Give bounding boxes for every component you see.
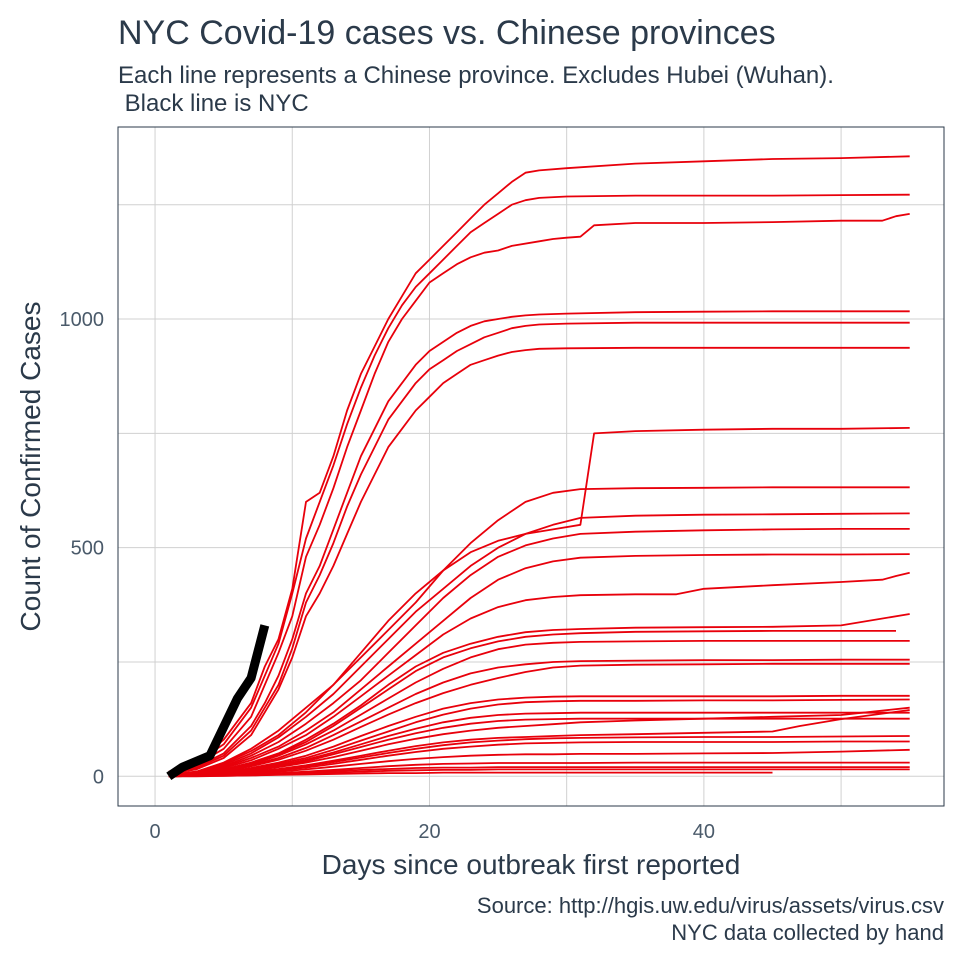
y-axis-ticks: 0 500 1000 (60, 309, 105, 788)
y-tick-label: 500 (71, 538, 104, 560)
province-line-19 (168, 698, 910, 777)
province-line-30 (168, 771, 773, 778)
nyc-line-group (166, 624, 270, 781)
province-line-9 (168, 512, 910, 776)
province-line-3 (168, 213, 910, 774)
province-line-26 (168, 748, 910, 778)
caption: Source: http://hgis.uw.edu/virus/assets/… (477, 892, 944, 946)
plot-panel-border (117, 126, 945, 807)
y-tick-label: 0 (93, 766, 104, 788)
province-line-6 (168, 346, 910, 775)
y-axis-title: Count of Confirmed Cases (15, 302, 46, 632)
x-axis-title: Days since outbreak first reported (322, 849, 741, 880)
province-line-7 (168, 427, 910, 776)
caption-note: NYC data collected by hand (671, 920, 944, 945)
x-tick-label: 20 (418, 821, 440, 843)
province-line-2 (168, 193, 910, 773)
province-line-5 (168, 321, 910, 775)
province-line-11 (168, 553, 910, 777)
province-line-18 (168, 694, 910, 777)
chart-subtitle: Each line represents a Chinese province.… (118, 62, 834, 117)
province-line-17 (168, 662, 910, 777)
nyc-line (166, 624, 270, 781)
province-line-12 (168, 571, 910, 777)
province-line-16 (168, 658, 910, 777)
chart-title: NYC Covid-19 cases vs. Chinese provinces (118, 14, 776, 52)
province-line-10 (168, 528, 910, 777)
plot-panel (118, 127, 944, 806)
province-line-1 (168, 155, 910, 773)
province-line-8 (168, 486, 910, 776)
y-tick-label: 1000 (60, 309, 105, 331)
x-tick-label: 0 (149, 821, 160, 843)
province-lines (168, 155, 910, 778)
province-line-4 (168, 310, 910, 775)
province-line-14 (168, 630, 896, 777)
province-line-15 (168, 640, 910, 777)
grid (118, 127, 944, 806)
province-line-25 (168, 740, 910, 777)
caption-source: Source: http://hgis.uw.edu/virus/assets/… (476, 893, 944, 918)
x-axis-ticks: 0 20 40 (149, 821, 715, 843)
x-tick-label: 40 (693, 821, 715, 843)
province-line-22 (168, 706, 910, 777)
